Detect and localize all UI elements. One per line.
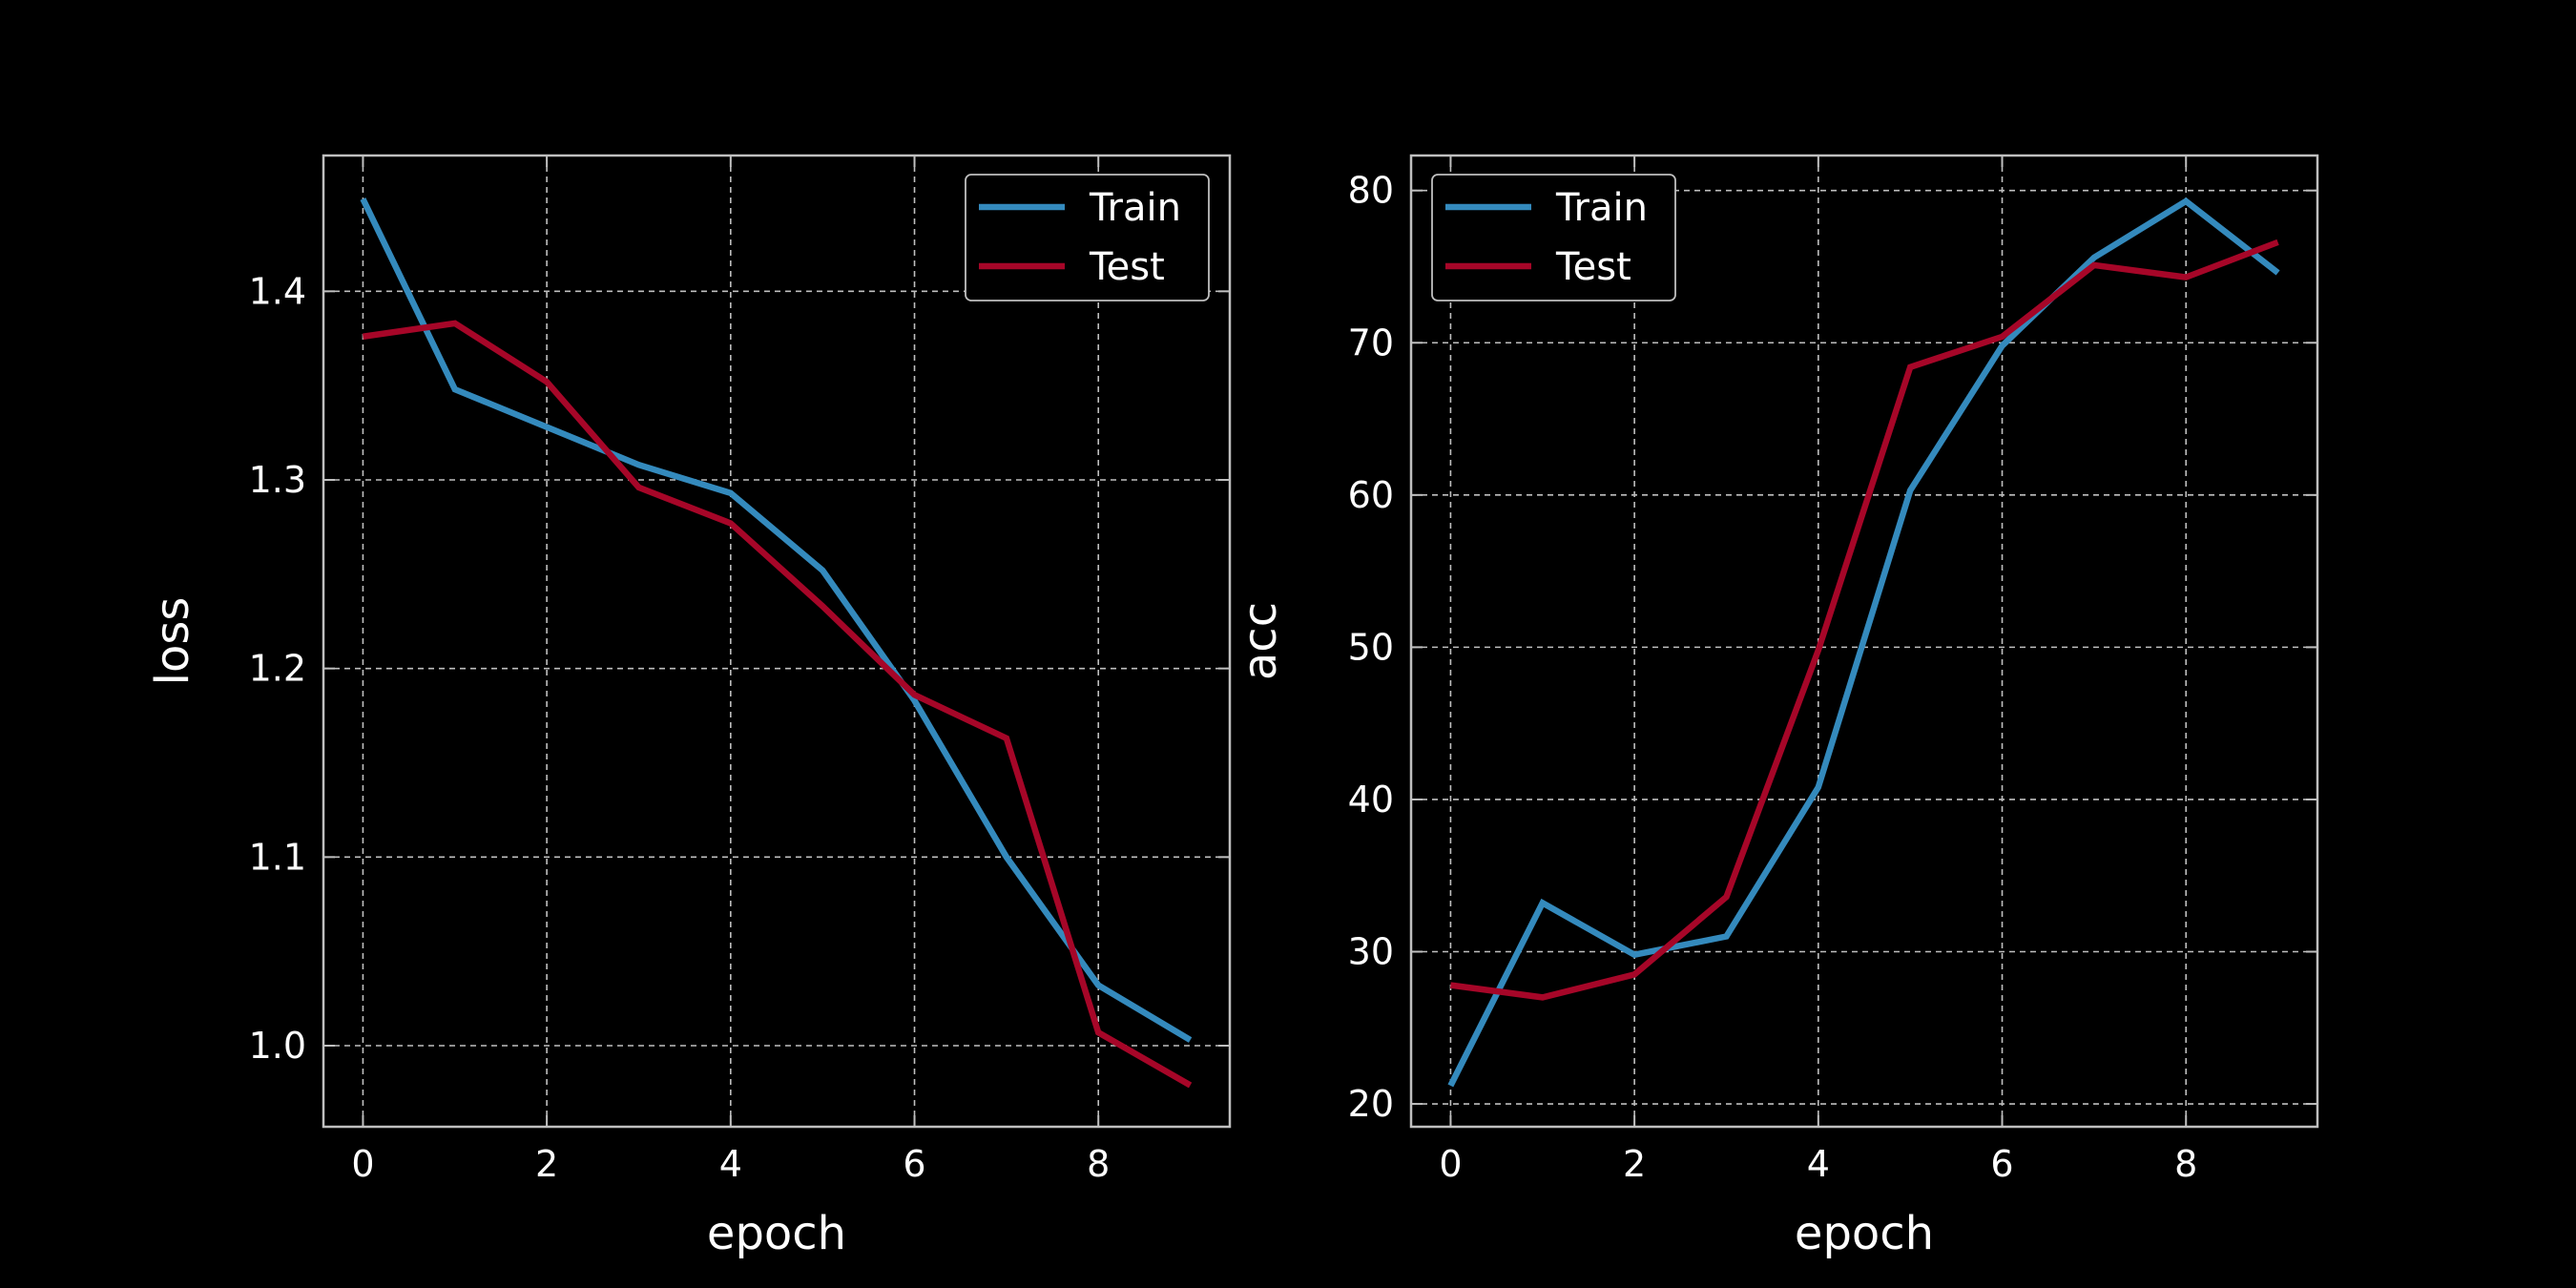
x-tick-label: 2 — [535, 1143, 558, 1185]
x-tick-label: 8 — [2174, 1143, 2197, 1185]
legend: Train Test — [965, 174, 1210, 301]
y-tick-label: 1.4 — [249, 270, 306, 312]
axes-frame — [322, 154, 1232, 1129]
loss-plot: 0 2 4 6 8 1.0 1.1 1.2 1.3 1.4 epoch loss Train Test — [146, 154, 1232, 1260]
y-tick-label: 60 — [1348, 474, 1394, 516]
y-tick-label: 80 — [1348, 170, 1394, 212]
x-tick-label: 4 — [719, 1143, 742, 1185]
x-tick-label: 2 — [1623, 1143, 1646, 1185]
y-tick-label: 70 — [1348, 322, 1394, 364]
x-tick-label: 6 — [903, 1143, 925, 1185]
y-axis-label: loss — [146, 597, 199, 686]
x-axis-label: epoch — [1795, 1207, 1934, 1260]
legend-label-test: Test — [1089, 245, 1165, 289]
y-tick-label: 1.1 — [249, 836, 306, 878]
series-line-test — [362, 320, 1193, 1089]
acc-plot: 0 2 4 6 8 20 30 40 50 60 70 80 epoch acc Train Test — [1234, 154, 2319, 1260]
y-tick-label: 20 — [1348, 1083, 1394, 1125]
y-tick-label: 1.0 — [249, 1025, 306, 1067]
legend-label-test: Test — [1555, 245, 1631, 289]
series-line-train — [1447, 197, 2280, 1088]
y-axis-label: acc — [1234, 602, 1287, 680]
series-line-test — [1449, 239, 2279, 1001]
y-tick-label: 30 — [1348, 931, 1394, 973]
x-axis-label: epoch — [707, 1207, 846, 1260]
x-tick-label: 0 — [1439, 1143, 1462, 1185]
legend-label-train: Train — [1089, 186, 1181, 230]
series-line-train — [360, 197, 1193, 1043]
x-tick-label: 0 — [351, 1143, 374, 1185]
x-tick-label: 8 — [1087, 1143, 1110, 1185]
x-tick-label: 4 — [1807, 1143, 1830, 1185]
y-tick-label: 50 — [1348, 626, 1394, 668]
y-tick-label: 1.3 — [249, 459, 306, 501]
axes-frame — [1409, 154, 2319, 1129]
x-tick-label: 6 — [1990, 1143, 2013, 1185]
y-tick-label: 40 — [1348, 779, 1394, 821]
legend-label-train: Train — [1555, 186, 1648, 230]
y-tick-label: 1.2 — [249, 648, 306, 690]
legend: Train Test — [1431, 174, 1676, 301]
